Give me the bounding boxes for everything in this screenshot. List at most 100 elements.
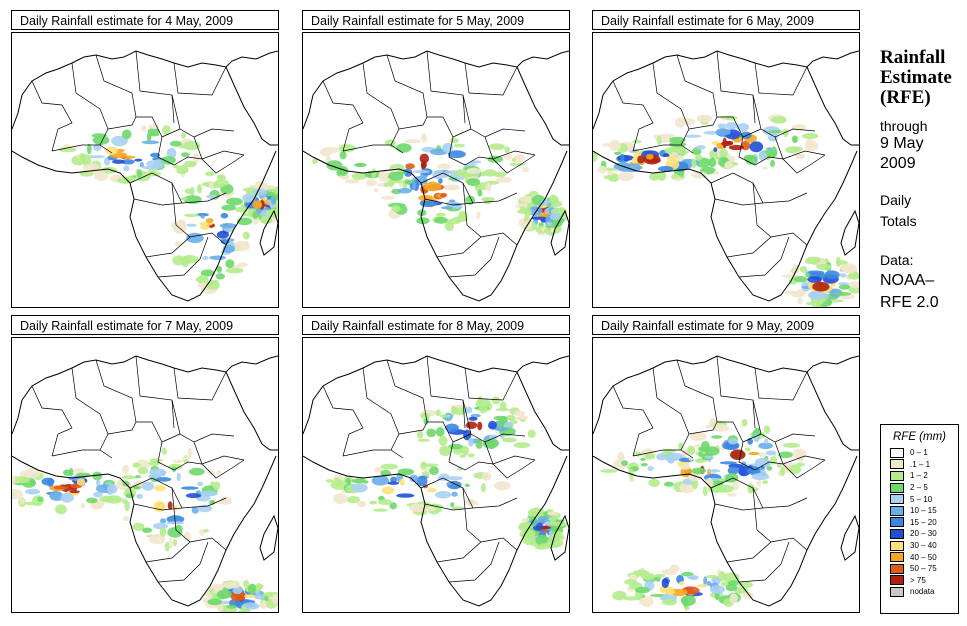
legend-swatch xyxy=(890,586,904,597)
legend-swatch xyxy=(890,470,904,481)
legend-label: > 75 xyxy=(910,575,926,585)
legend-item: 1 – 2 xyxy=(881,470,958,482)
legend-title: RFE (mm) xyxy=(892,431,946,443)
rainfall-overlay xyxy=(12,447,278,612)
country-border xyxy=(676,359,744,443)
country-border xyxy=(448,541,500,583)
country-border xyxy=(342,421,428,457)
date-line: 2009 xyxy=(880,155,916,172)
country-border xyxy=(157,128,245,166)
country-border xyxy=(738,236,790,278)
country-border xyxy=(426,355,466,429)
country-border xyxy=(462,94,526,138)
title-line: Rainfall xyxy=(880,47,946,68)
country-border xyxy=(652,62,694,154)
source-line: NOAA– xyxy=(880,272,935,289)
legend-label: 50 – 75 xyxy=(910,564,937,574)
data-source: Data: xyxy=(880,250,913,271)
country-border xyxy=(31,80,73,152)
country-border xyxy=(71,367,113,459)
title-line: Estimate xyxy=(880,67,952,88)
data-label: Data: xyxy=(880,252,914,268)
legend-label: 2 – 5 xyxy=(910,483,928,493)
country-border xyxy=(754,62,808,96)
totals-line: Daily xyxy=(880,192,912,208)
country-border xyxy=(71,62,113,154)
panel-title: Daily Rainfall estimate for 8 May, 2009 xyxy=(302,315,570,335)
legend-item: nodata xyxy=(881,586,958,598)
country-border xyxy=(710,477,808,509)
country-border xyxy=(738,433,826,471)
country-border xyxy=(464,62,518,96)
country-border xyxy=(752,487,772,543)
rainfall-map xyxy=(592,32,860,308)
country-border xyxy=(676,54,744,138)
coastline xyxy=(303,355,569,607)
country-border xyxy=(322,385,364,457)
country-border xyxy=(171,182,191,238)
panel-title: Daily Rainfall estimate for 5 May, 2009 xyxy=(302,10,570,30)
country-border xyxy=(129,477,227,509)
legend-item: 20 – 30 xyxy=(881,528,958,540)
legend-label: 1 – 2 xyxy=(910,471,928,481)
country-border xyxy=(716,355,756,429)
through-date: 9 May 2009 xyxy=(880,134,924,174)
country-border xyxy=(420,172,518,204)
legend-swatch xyxy=(890,517,904,528)
island-outline xyxy=(259,514,278,561)
legend-swatch xyxy=(890,505,904,516)
legend-item: 0 – 1 xyxy=(881,447,958,459)
legend-item: 30 – 40 xyxy=(881,540,958,552)
legend-swatch xyxy=(890,575,904,586)
country-border xyxy=(193,441,245,479)
legend-label: 5 – 10 xyxy=(910,494,933,504)
country-border xyxy=(774,441,826,479)
legend-item: 2 – 5 xyxy=(881,482,958,494)
through-text: through xyxy=(880,116,927,137)
data-source-name: NOAA– RFE 2.0 xyxy=(880,270,939,314)
legend-item: 50 – 75 xyxy=(881,563,958,575)
country-border xyxy=(612,385,654,457)
rainfall-overlay xyxy=(600,418,807,611)
legend-swatch xyxy=(890,447,904,458)
title-line: (RFE) xyxy=(880,87,931,108)
country-border xyxy=(173,62,227,96)
legend-label: 20 – 30 xyxy=(910,529,937,539)
country-border xyxy=(173,367,227,401)
date-line: 9 May xyxy=(880,135,924,152)
legend-label: 40 – 50 xyxy=(910,552,937,562)
island-outline xyxy=(259,209,278,256)
country-border xyxy=(386,359,454,443)
country-border xyxy=(632,421,718,457)
rainfall-overlay xyxy=(58,124,278,295)
country-border xyxy=(484,136,536,174)
rainfall-map xyxy=(302,32,570,308)
legend-swatch xyxy=(890,540,904,551)
island-outline xyxy=(840,514,859,561)
legend-label: nodata xyxy=(910,587,935,597)
source-line: RFE 2.0 xyxy=(880,294,939,311)
coastline xyxy=(12,50,278,302)
country-border xyxy=(754,367,808,401)
legend-label: 0 – 1 xyxy=(910,448,928,458)
country-border xyxy=(652,367,694,459)
country-border xyxy=(426,50,466,124)
country-border xyxy=(752,182,772,238)
rainfall-overlay xyxy=(325,395,568,550)
country-border xyxy=(51,116,137,152)
country-border xyxy=(51,421,137,457)
legend-swatch xyxy=(890,494,904,505)
legend-item: 15 – 20 xyxy=(881,517,958,529)
country-border xyxy=(193,136,245,174)
legend-item: 10 – 15 xyxy=(881,505,958,517)
country-border xyxy=(135,50,175,124)
country-border xyxy=(171,487,191,543)
country-border xyxy=(462,182,482,238)
country-border xyxy=(462,487,482,543)
country-border xyxy=(710,172,808,204)
country-border xyxy=(448,128,536,166)
legend-swatch xyxy=(890,482,904,493)
rainfall-map xyxy=(302,337,570,613)
country-border xyxy=(738,128,826,166)
country-border xyxy=(716,50,756,124)
